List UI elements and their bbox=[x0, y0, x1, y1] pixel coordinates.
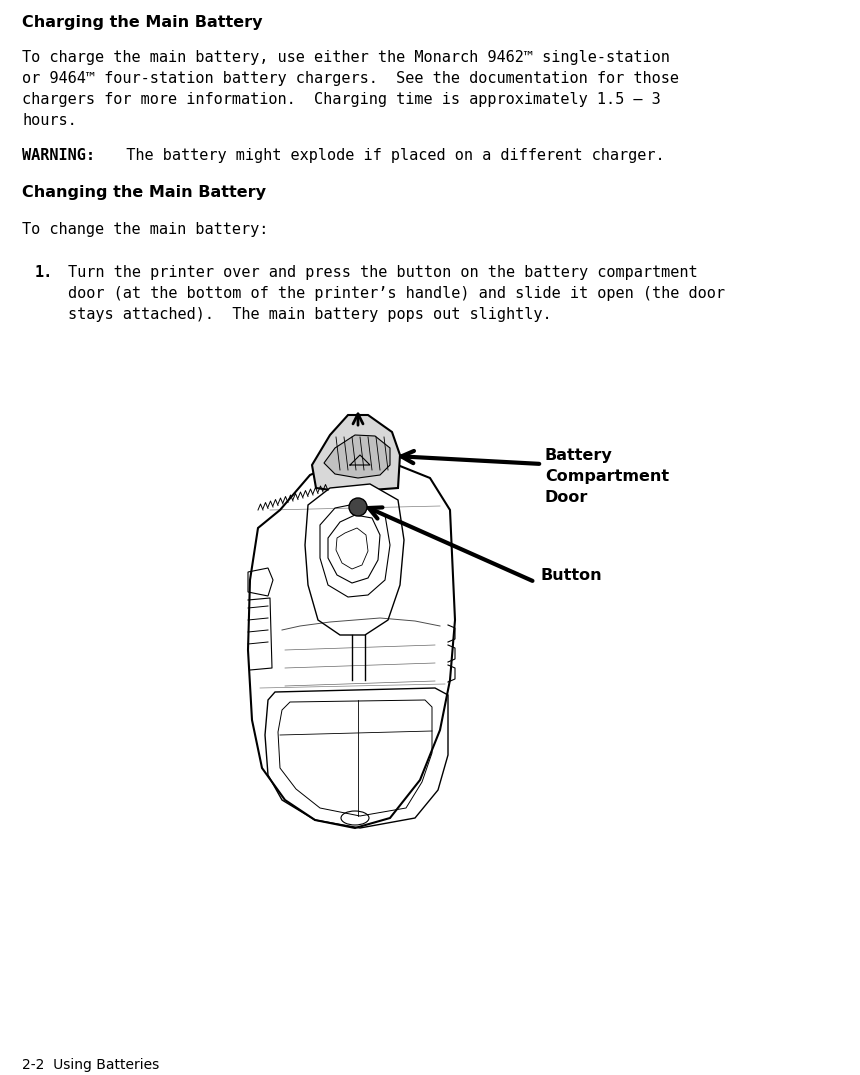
Text: Button: Button bbox=[540, 568, 602, 583]
Text: chargers for more information.  Charging time is approximately 1.5 – 3: chargers for more information. Charging … bbox=[22, 92, 660, 108]
Text: To charge the main battery, use either the Monarch 9462™ single-station: To charge the main battery, use either t… bbox=[22, 51, 670, 64]
Text: Turn the printer over and press the button on the battery compartment: Turn the printer over and press the butt… bbox=[68, 266, 697, 280]
Text: door (at the bottom of the printer’s handle) and slide it open (the door: door (at the bottom of the printer’s han… bbox=[68, 286, 725, 301]
Polygon shape bbox=[324, 435, 390, 478]
Text: hours.: hours. bbox=[22, 113, 77, 128]
Text: Battery
Compartment
Door: Battery Compartment Door bbox=[545, 448, 669, 505]
Text: Changing the Main Battery: Changing the Main Battery bbox=[22, 185, 266, 200]
Text: or 9464™ four-station battery chargers.  See the documentation for those: or 9464™ four-station battery chargers. … bbox=[22, 71, 679, 86]
Text: stays attached).  The main battery pops out slightly.: stays attached). The main battery pops o… bbox=[68, 307, 551, 322]
Text: 1.: 1. bbox=[35, 266, 53, 280]
Text: Charging the Main Battery: Charging the Main Battery bbox=[22, 15, 262, 30]
Polygon shape bbox=[248, 458, 455, 828]
Text: WARNING:: WARNING: bbox=[22, 148, 95, 163]
Text: 2-2  Using Batteries: 2-2 Using Batteries bbox=[22, 1058, 159, 1072]
Polygon shape bbox=[305, 484, 404, 635]
Text: To change the main battery:: To change the main battery: bbox=[22, 223, 268, 236]
Text: The battery might explode if placed on a different charger.: The battery might explode if placed on a… bbox=[108, 148, 665, 163]
Polygon shape bbox=[312, 415, 400, 492]
Circle shape bbox=[349, 498, 367, 516]
